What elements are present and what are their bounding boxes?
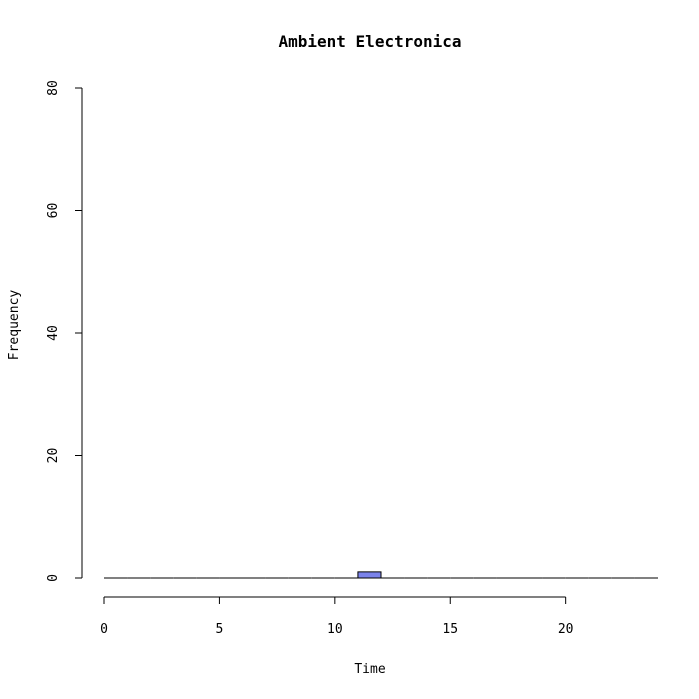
x-tick-label: 0 <box>100 622 108 637</box>
bars-group <box>104 571 658 579</box>
y-tick-label: 40 <box>46 325 61 341</box>
x-tick-label: 20 <box>558 622 574 637</box>
y-axis: 0 20 40 60 80 <box>46 80 83 582</box>
histogram-bar <box>357 571 382 579</box>
y-tick-label: 20 <box>46 448 61 464</box>
x-tick-label: 15 <box>442 622 458 637</box>
x-tick-label: 10 <box>327 622 343 637</box>
x-tick-label: 5 <box>216 622 224 637</box>
y-tick-label: 0 <box>46 574 61 582</box>
x-axis: 0 5 10 15 20 <box>100 596 574 637</box>
x-axis-label: Time <box>354 662 385 677</box>
y-tick-label: 80 <box>46 80 61 96</box>
y-axis-label: Frequency <box>7 290 22 361</box>
chart-title: Ambient Electronica <box>278 32 461 51</box>
y-tick-label: 60 <box>46 203 61 219</box>
